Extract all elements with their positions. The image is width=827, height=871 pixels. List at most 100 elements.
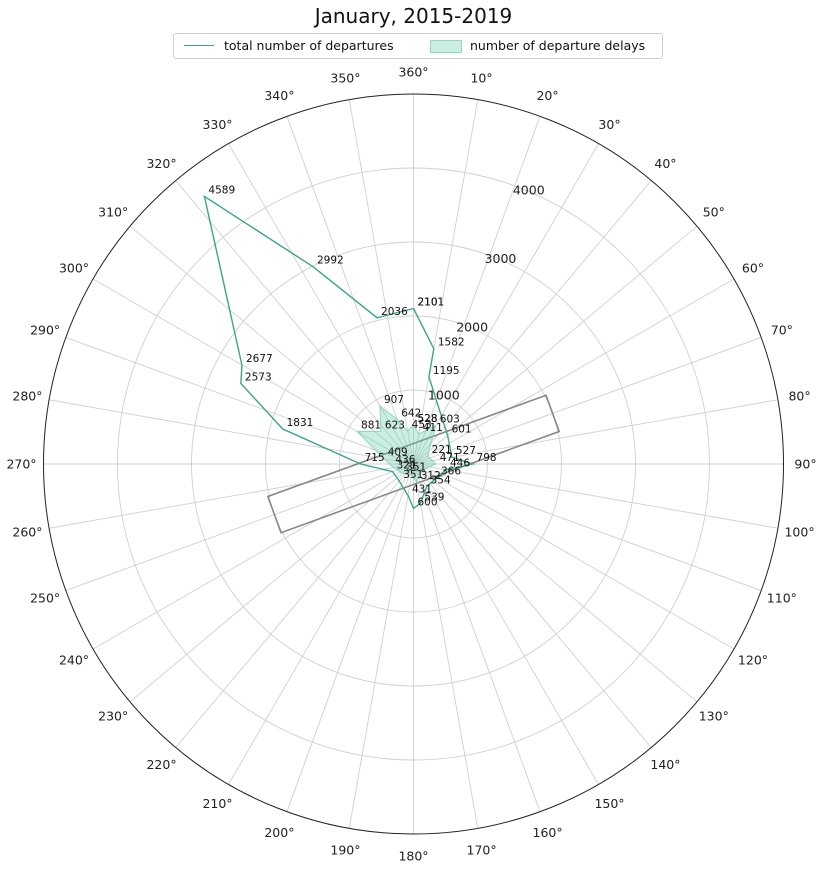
- theta-gridline-13: [413, 463, 698, 703]
- theta-gridline-15: [413, 463, 599, 785]
- theta-tick-label-9: 90°: [794, 457, 816, 472]
- theta-tick-label-0: 360°: [398, 65, 428, 80]
- theta-tick-label-28: 280°: [12, 388, 42, 403]
- data-label-s0-p13: 321: [397, 460, 417, 472]
- data-label-s0-p18: 4589: [208, 184, 235, 196]
- theta-tick-label-14: 140°: [650, 757, 680, 772]
- theta-gridline-34: [286, 116, 414, 465]
- legend-line-swatch: [184, 45, 214, 46]
- data-label-s1-p0: 528: [418, 413, 438, 425]
- theta-gridline-16: [413, 463, 541, 812]
- data-label-s1-p16: 453: [412, 419, 432, 431]
- data-label-s1-p12: 881: [361, 419, 381, 431]
- theta-gridline-11: [413, 463, 762, 591]
- theta-gridline-17: [413, 463, 479, 829]
- data-label-s1-p3: 221: [432, 444, 452, 456]
- data-label-s0-p14: 715: [365, 452, 385, 464]
- data-label-s0-p10: 600: [418, 496, 438, 508]
- theta-tick-label-6: 60°: [742, 261, 764, 276]
- data-label-s0-p11: 431: [412, 483, 432, 495]
- theta-gridline-8: [413, 399, 778, 465]
- tick-layer: 360° 10° 20° 30° 40° 50° 60° 70° 80° 90° 100° 110° 1…: [6, 65, 816, 864]
- data-label-s1-p14: 907: [384, 394, 404, 406]
- theta-tick-label-33: 330°: [202, 117, 232, 132]
- theta-tick-label-34: 340°: [264, 88, 294, 103]
- label-layer: 2101158211956015277984463663545396004313…: [208, 184, 496, 508]
- data-label-s0-p0: 2101: [418, 297, 445, 309]
- data-label-s1-p11: 409: [388, 447, 408, 459]
- theta-tick-label-21: 210°: [202, 796, 232, 811]
- theta-gridline-4: [413, 180, 652, 465]
- theta-gridline-1: [413, 99, 479, 465]
- r-tick-label-2: 3000: [485, 251, 517, 266]
- theta-tick-label-35: 350°: [330, 70, 360, 85]
- theta-tick-label-32: 320°: [146, 156, 176, 171]
- theta-tick-label-29: 290°: [30, 322, 60, 337]
- legend-area-swatch: [430, 40, 462, 53]
- theta-tick-label-17: 170°: [467, 843, 497, 858]
- theta-tick-label-3: 30°: [598, 117, 620, 132]
- data-label-s1-p17: 528: [418, 413, 438, 425]
- theta-tick-label-25: 250°: [30, 591, 60, 606]
- r-tick-label-1: 2000: [456, 319, 488, 334]
- theta-gridline-28: [49, 399, 414, 465]
- polar-frame: [43, 93, 784, 835]
- data-label-s1-p7: 312: [421, 470, 441, 482]
- data-label-s0-p16: 2573: [245, 372, 272, 384]
- data-label-s0-p6: 446: [450, 458, 470, 470]
- theta-tick-label-23: 230°: [98, 708, 128, 723]
- theta-tick-label-27: 270°: [6, 457, 36, 472]
- theta-gridline-35: [348, 99, 414, 465]
- data-label-s0-p5: 798: [477, 452, 497, 464]
- theta-tick-label-18: 180°: [398, 849, 428, 864]
- theta-tick-label-24: 240°: [59, 653, 89, 668]
- theta-tick-label-15: 150°: [594, 796, 624, 811]
- theta-tick-label-1: 10°: [470, 70, 492, 85]
- theta-tick-label-7: 70°: [771, 322, 793, 337]
- theta-tick-label-5: 50°: [703, 205, 725, 220]
- theta-tick-label-30: 300°: [59, 261, 89, 276]
- data-label-s0-p8: 354: [431, 475, 451, 487]
- chart-title: January, 2015-2019: [314, 4, 513, 28]
- data-label-s1-p4: 471: [440, 452, 460, 464]
- theta-gridline-7: [413, 337, 762, 465]
- data-label-s1-p2: 603: [440, 413, 460, 425]
- series-layer: [203, 194, 476, 510]
- theta-gridline-2: [413, 116, 541, 465]
- theta-gridline-25: [65, 463, 414, 591]
- theta-gridline-23: [129, 463, 414, 703]
- theta-gridline-10: [413, 463, 778, 529]
- theta-gridline-29: [65, 337, 414, 465]
- theta-tick-label-13: 130°: [699, 708, 729, 723]
- data-label-s0-p1: 1582: [438, 337, 465, 349]
- r-tick-label-3: 4000: [513, 183, 545, 198]
- theta-tick-label-31: 310°: [98, 205, 128, 220]
- series-line-0: [203, 194, 476, 510]
- theta-gridline-32: [175, 180, 414, 465]
- theta-gridline-20: [286, 463, 414, 812]
- data-label-s0-p12: 351: [403, 469, 423, 481]
- theta-gridline-19: [348, 463, 414, 829]
- theta-tick-label-19: 190°: [330, 843, 360, 858]
- theta-tick-label-2: 20°: [536, 88, 558, 103]
- theta-gridline-31: [129, 225, 414, 465]
- theta-gridline-26: [49, 463, 414, 529]
- theta-tick-label-20: 200°: [264, 825, 294, 840]
- theta-tick-label-26: 260°: [12, 525, 42, 540]
- data-label-s0-p9: 539: [424, 491, 444, 503]
- series-area-1: [355, 404, 437, 484]
- data-label-s1-p10: 436: [395, 454, 415, 466]
- data-label-s0-p21: 2101: [418, 297, 445, 309]
- theta-tick-label-11: 110°: [767, 591, 797, 606]
- legend: total number of departures number of dep…: [173, 33, 663, 59]
- legend-label-departure-delays: number of departure delays: [470, 38, 646, 53]
- data-label-s0-p3: 601: [452, 423, 472, 435]
- annotation-rectangle-0: [266, 394, 561, 534]
- data-label-s1-p15: 642: [401, 407, 421, 419]
- data-label-s0-p15: 1831: [287, 417, 314, 429]
- theta-tick-label-8: 80°: [788, 388, 810, 403]
- theta-gridline-14: [413, 463, 652, 748]
- legend-label-total-departures: total number of departures: [224, 38, 394, 53]
- theta-gridline-12: [413, 463, 735, 650]
